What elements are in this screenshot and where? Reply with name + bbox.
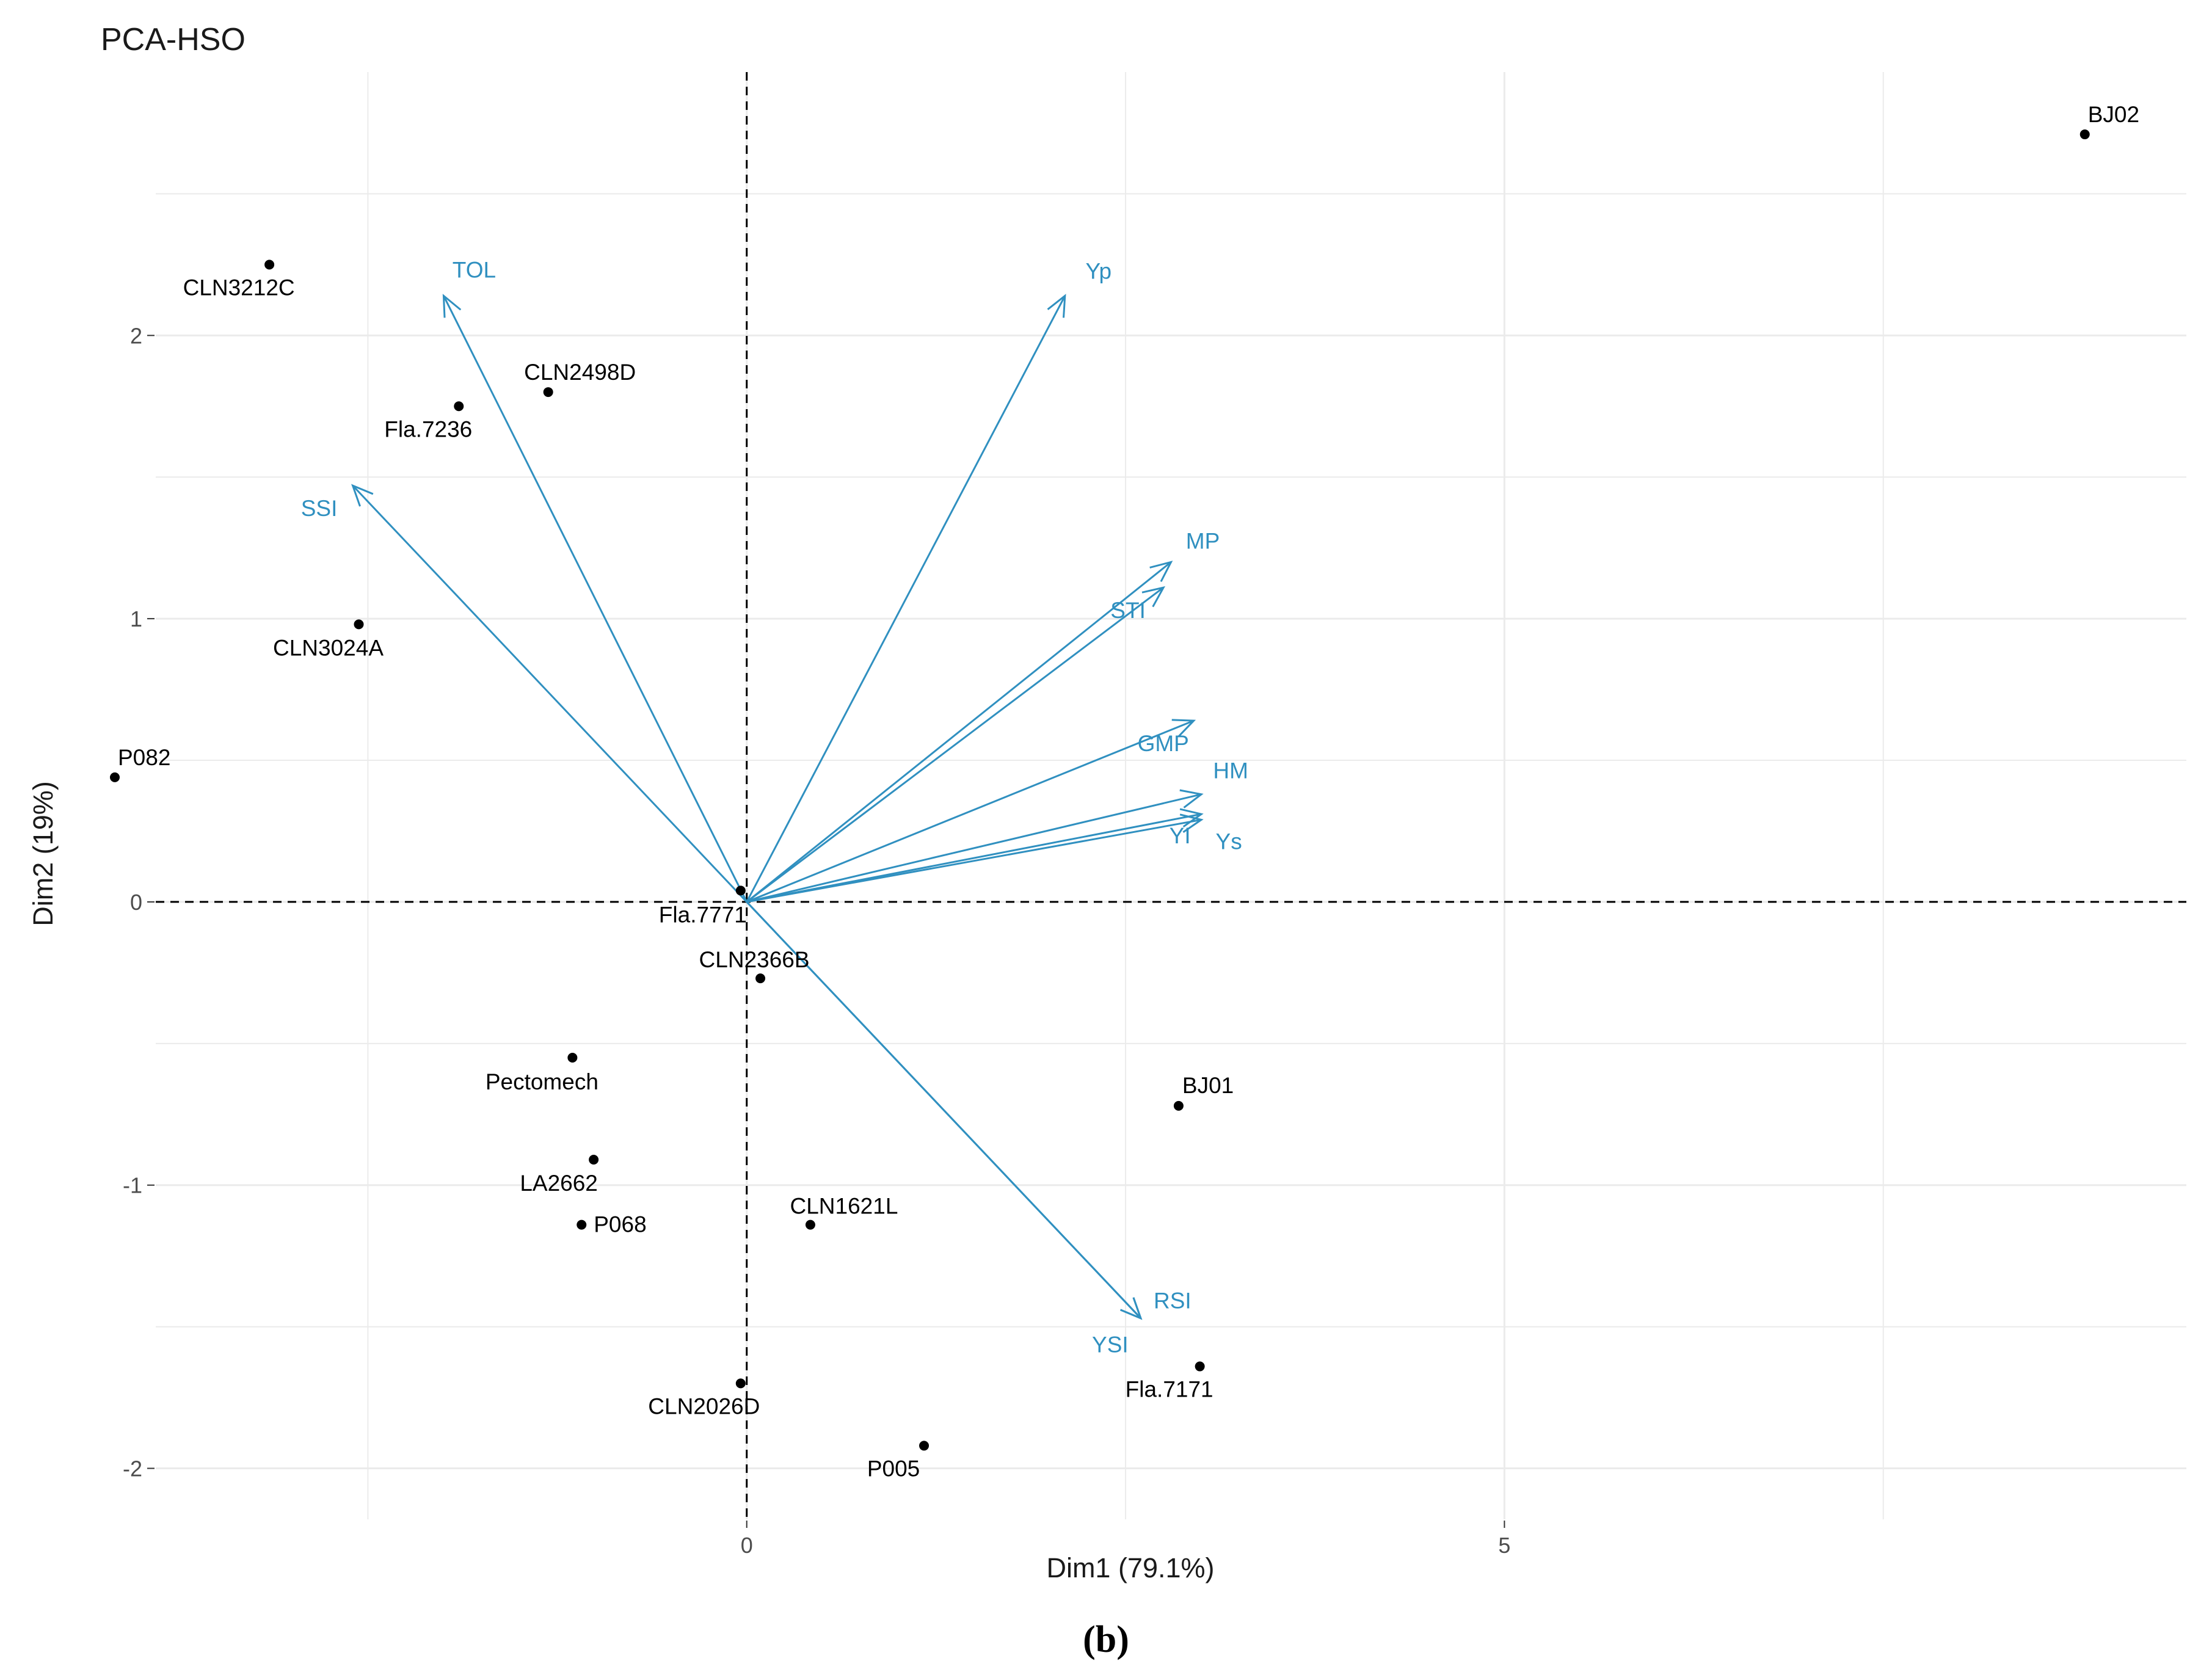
point-p005 bbox=[919, 1441, 930, 1451]
variable-label-tol: TOL bbox=[453, 257, 496, 282]
point-label-bj02: BJ02 bbox=[2088, 102, 2139, 127]
arrow-gmp bbox=[746, 719, 1195, 903]
point-fla-7771 bbox=[735, 885, 746, 896]
y-axis-title: Dim2 (19%) bbox=[27, 781, 59, 926]
arrowhead-yp bbox=[1047, 294, 1066, 318]
arrowhead-sti bbox=[1141, 586, 1166, 608]
arrow-ysi bbox=[746, 901, 1141, 1319]
variable-arrows: TOL Yp SSI MP STI GMP HM YI Ys RSI YSI bbox=[301, 257, 1248, 1357]
variable-label-rsi: RSI bbox=[1154, 1289, 1191, 1314]
variable-label-ssi: SSI bbox=[301, 496, 338, 521]
arrowhead-hm bbox=[1179, 789, 1204, 809]
point-label-cln2026d: CLN2026D bbox=[648, 1394, 760, 1419]
variable-label-gmp: GMP bbox=[1138, 731, 1189, 756]
variable-label-hm: HM bbox=[1213, 758, 1248, 783]
variable-label-ys: Ys bbox=[1216, 829, 1242, 854]
variable-label-ysi: YSI bbox=[1092, 1332, 1129, 1358]
arrow-ssi bbox=[352, 485, 748, 903]
point-label-la2662: LA2662 bbox=[520, 1171, 598, 1196]
point-label-fla-7236: Fla.7236 bbox=[384, 416, 472, 442]
point-label-fla-7171: Fla.7171 bbox=[1126, 1377, 1213, 1402]
point-fla-7171 bbox=[1195, 1361, 1205, 1372]
y-tick-label: 1 bbox=[130, 606, 142, 631]
arrow-ys bbox=[746, 818, 1202, 903]
individual-points: BJ02 CLN3212C CLN2498D Fla.7236 CLN3024A P082… bbox=[110, 102, 2139, 1481]
figure-caption: (b) bbox=[1083, 1619, 1129, 1660]
arrow-sti bbox=[746, 586, 1164, 903]
y-tick-label: -2 bbox=[123, 1456, 142, 1481]
point-p068 bbox=[577, 1219, 587, 1230]
point-bj02 bbox=[2079, 129, 2090, 140]
point-cln3024a bbox=[354, 619, 364, 630]
arrowhead-ysi bbox=[1120, 1297, 1143, 1320]
x-tick-label: 0 bbox=[741, 1533, 753, 1558]
arrow-hm bbox=[746, 793, 1202, 903]
y-tick-label: 2 bbox=[130, 323, 142, 348]
point-cln1621l bbox=[805, 1219, 815, 1230]
x-axis-title: Dim1 (79.1%) bbox=[1046, 1552, 1214, 1583]
point-label-cln1621l: CLN1621L bbox=[790, 1194, 898, 1219]
variable-label-mp: MP bbox=[1186, 528, 1220, 553]
point-la2662 bbox=[589, 1154, 599, 1165]
point-label-cln2498d: CLN2498D bbox=[524, 360, 636, 385]
arrowhead-gmp bbox=[1171, 719, 1196, 738]
point-label-p082: P082 bbox=[118, 745, 170, 770]
point-fla-7236 bbox=[454, 401, 464, 412]
point-label-p068: P068 bbox=[594, 1212, 646, 1237]
arrowhead-tol bbox=[442, 294, 462, 318]
arrowhead-ys bbox=[1179, 813, 1204, 833]
point-label-cln3024a: CLN3024A bbox=[273, 635, 384, 660]
axis-ticks: 0 5 -2 -1 0 1 2 bbox=[123, 323, 1510, 1558]
arrowhead-mp bbox=[1149, 561, 1173, 583]
point-cln2498d bbox=[543, 387, 553, 398]
arrow-tol bbox=[443, 295, 748, 903]
arrowhead-ssi bbox=[351, 484, 374, 507]
point-cln2366b bbox=[755, 973, 766, 984]
point-label-fla-7771: Fla.7771 bbox=[659, 902, 747, 927]
point-cln2026d bbox=[735, 1378, 746, 1389]
point-label-p005: P005 bbox=[867, 1456, 920, 1481]
point-label-cln3212c: CLN3212C bbox=[183, 275, 295, 300]
y-tick-label: 0 bbox=[130, 890, 142, 915]
arrow-yp bbox=[746, 295, 1066, 903]
point-p082 bbox=[110, 772, 120, 782]
arrow-mp bbox=[746, 561, 1172, 903]
point-label-cln2366b: CLN2366B bbox=[699, 947, 810, 972]
chart-title: PCA-HSO bbox=[101, 22, 246, 57]
reference-lines bbox=[156, 72, 2186, 1519]
point-cln3212c bbox=[264, 260, 275, 270]
y-tick-label: -1 bbox=[123, 1173, 142, 1198]
variable-label-yp: Yp bbox=[1086, 258, 1112, 283]
variable-label-yi: YI bbox=[1170, 823, 1191, 848]
point-label-bj01: BJ01 bbox=[1182, 1073, 1234, 1098]
x-tick-label: 5 bbox=[1498, 1533, 1510, 1558]
arrow-yi bbox=[746, 813, 1202, 903]
point-pectomech bbox=[567, 1053, 578, 1063]
point-label-pectomech: Pectomech bbox=[486, 1069, 598, 1094]
point-bj01 bbox=[1173, 1100, 1184, 1111]
variable-label-sti: STI bbox=[1110, 598, 1146, 623]
